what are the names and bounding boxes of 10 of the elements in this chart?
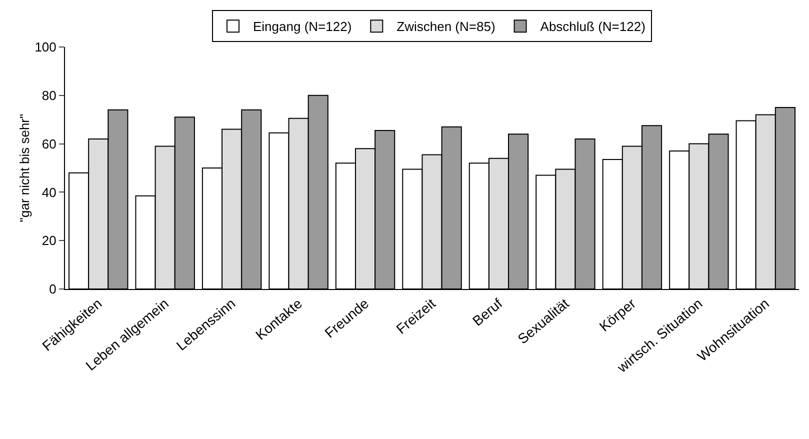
y-axis-title: "gar nicht bis sehr": [17, 114, 32, 222]
y-tick-label: 80: [42, 88, 56, 103]
legend-label: Zwischen (N=85): [396, 19, 496, 34]
y-tick-label: 40: [42, 184, 56, 200]
y-tick-label: 0: [49, 282, 56, 297]
y-tick-label: 100: [34, 40, 56, 55]
y-tick-label: 60: [42, 136, 56, 152]
legend-label: Eingang (N=122): [253, 19, 352, 34]
y-tick-label: 20: [42, 233, 56, 248]
legend-label: Abschluß (N=122): [540, 19, 646, 34]
